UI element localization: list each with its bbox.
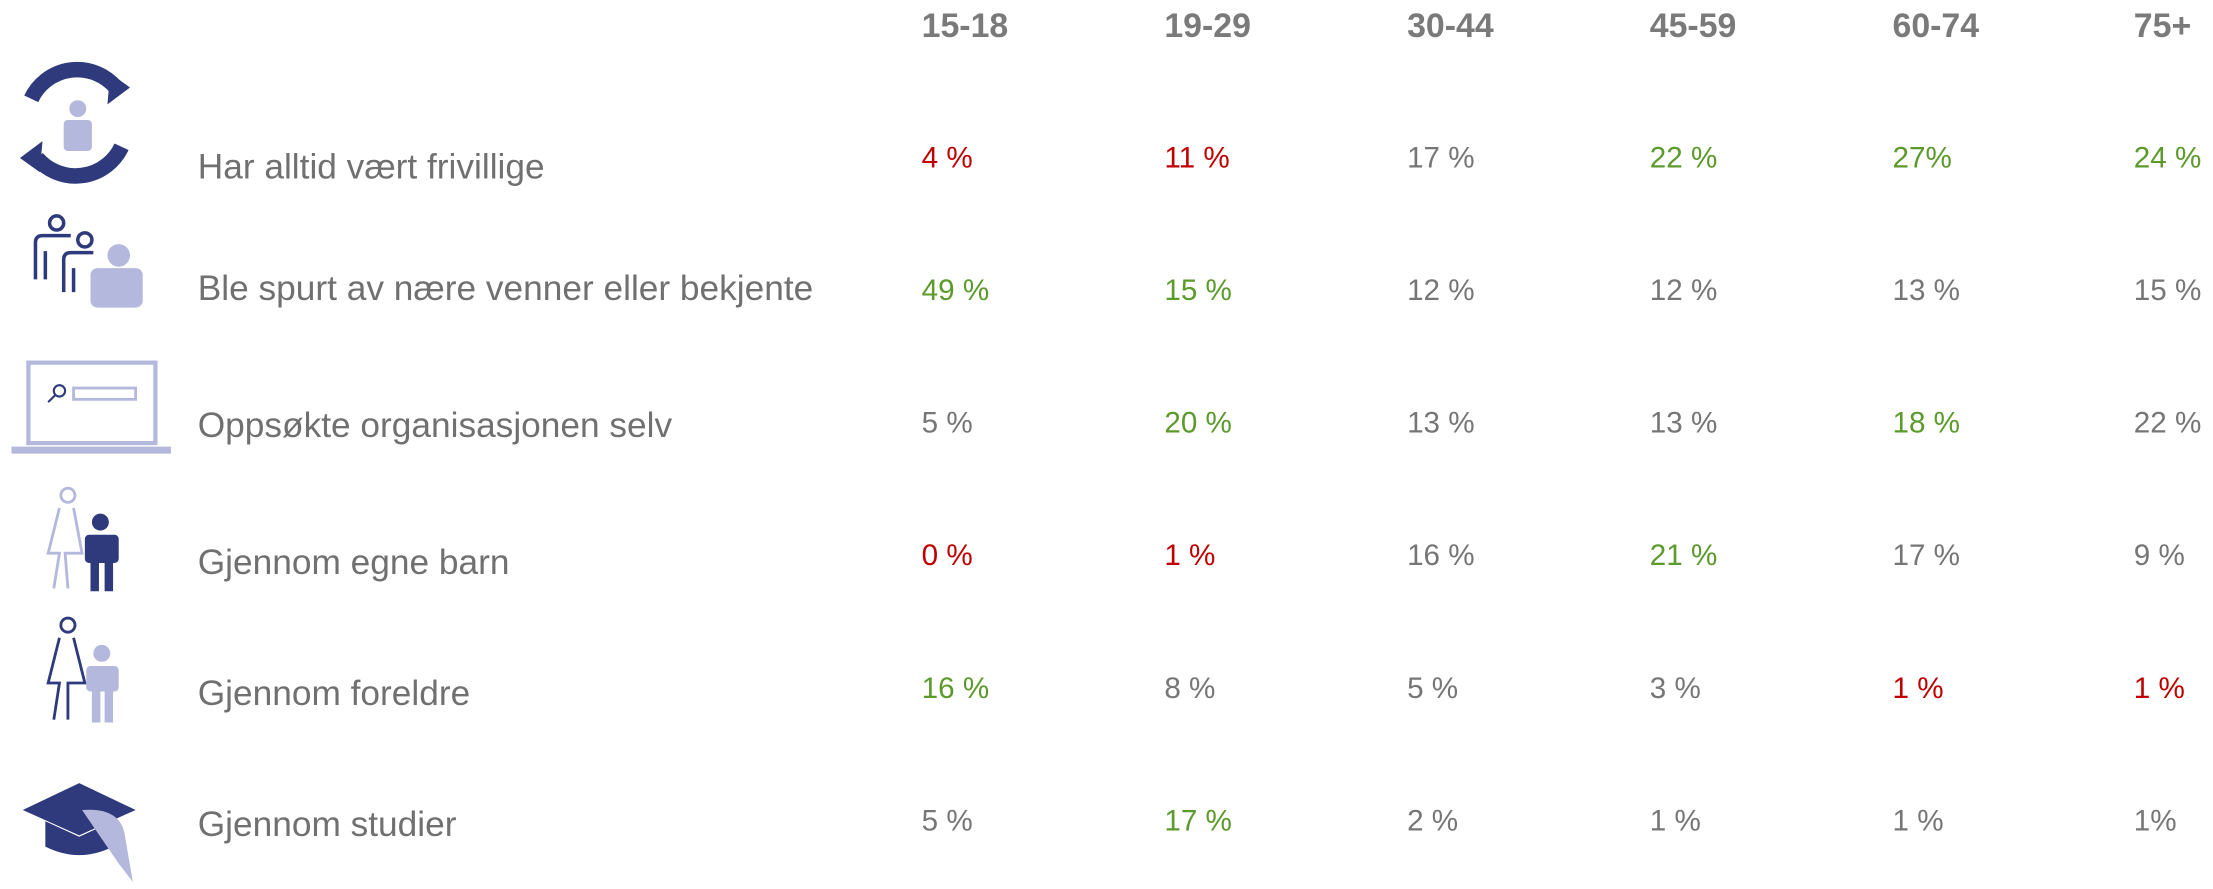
cell-value: 49 % [922,274,990,307]
column-header: 75+ [2134,7,2191,45]
cell-value: 22 % [1650,141,1718,174]
cell-value: 12 % [1650,274,1718,307]
cell-value: 1 % [1650,805,1701,838]
row-label: Oppsøkte organisasjonen selv [198,406,673,445]
cell-value: 15 % [1164,274,1232,307]
row-label: Gjennom studier [198,805,457,844]
icon-children [46,486,119,592]
cell-value: 13 % [1407,407,1475,440]
cell-value: 13 % [1892,274,1960,307]
cell-value: 18 % [1892,407,1960,440]
cell-value: 17 % [1407,141,1475,174]
cell-value: 12 % [1407,274,1475,307]
cell-value: 1 % [2134,672,2185,705]
cell-value: 17 % [1892,539,1960,572]
icon-studies [22,783,136,882]
cell-value: 16 % [1407,539,1475,572]
column-header: 60-74 [1892,7,1979,45]
cell-value: 20 % [1164,407,1232,440]
cell-value: 24 % [2134,141,2202,174]
cell-value: 1 % [1892,672,1943,705]
column-header: 19-29 [1164,7,1251,45]
cell-value: 9 % [2134,539,2185,572]
column-header: 45-59 [1650,7,1737,45]
cell-value: 2 % [1407,805,1458,838]
cell-value: 3 % [1650,672,1701,705]
cell-value: 1 % [1892,805,1943,838]
cell-value: 17 % [1164,805,1232,838]
cell-value: 4 % [922,141,973,174]
icon-asked [33,214,143,308]
cell-value: 21 % [1650,539,1718,572]
cell-value: 27% [1892,141,1951,174]
cell-value: 8 % [1164,672,1215,705]
icon-always [19,61,131,184]
cell-value: 13 % [1650,407,1718,440]
cell-value: 1 % [1164,539,1215,572]
cell-value: 15 % [2134,274,2202,307]
row-label: Ble spurt av nære venner eller bekjente [198,269,814,308]
cell-value: 22 % [2134,407,2202,440]
row-label: Gjennom egne barn [198,543,510,582]
icon-parents [46,616,119,723]
cell-value: 16 % [922,672,990,705]
cell-value: 11 % [1164,141,1229,174]
cell-value: 5 % [1407,672,1458,705]
column-header: 30-44 [1407,7,1494,45]
row-label: Har alltid vært frivillige [198,148,545,187]
cell-value: 1% [2134,805,2177,838]
column-header: 15-18 [922,7,1009,45]
cell-value: 5 % [922,407,973,440]
cell-value: 0 % [922,539,973,572]
row-label: Gjennom foreldre [198,674,470,713]
cell-value: 5 % [922,805,973,838]
icon-laptop [11,360,171,454]
